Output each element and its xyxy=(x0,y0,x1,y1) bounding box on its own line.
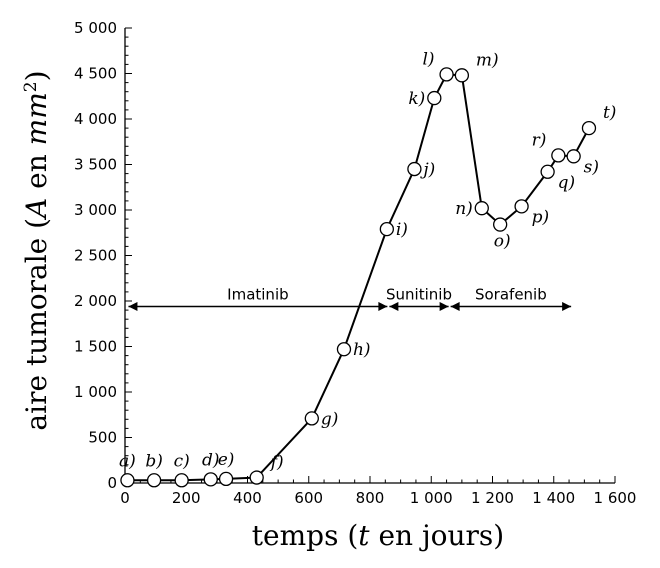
data-point xyxy=(474,201,489,216)
x-tick-label: 200 xyxy=(172,489,201,507)
y-tick-label: 3 500 xyxy=(74,156,117,174)
data-series: a) b) c) d)e) f) g) h) i) j) k) l) m) n) o) p) q) r) s) t) xyxy=(119,49,616,488)
point-label: e) xyxy=(218,450,235,470)
point-label: m) xyxy=(476,50,499,70)
point-label: g) xyxy=(321,409,339,429)
x-axis-title: temps (t en jours) xyxy=(252,519,504,552)
point-label: b) xyxy=(145,451,163,471)
therapy-label: Imatinib xyxy=(227,285,288,303)
axes: 0 500 1 000 1 500 2 000 2 500 3 000 3 500 4 000 4… xyxy=(74,19,636,507)
y-tick-label: 5 000 xyxy=(74,19,117,37)
data-point xyxy=(493,217,508,232)
data-point xyxy=(174,473,189,488)
point-label: t) xyxy=(603,103,616,123)
point-label: d) xyxy=(202,450,220,470)
point-label: a) xyxy=(119,451,136,471)
x-tick-label: 600 xyxy=(294,489,323,507)
point-label: r) xyxy=(532,130,547,150)
data-point xyxy=(427,90,442,106)
x-tick-label: 1 400 xyxy=(532,489,575,507)
axis-titles: temps (t en jours) aire tumorale (A en mm… xyxy=(20,70,504,552)
data-point xyxy=(120,473,135,488)
point-label: l) xyxy=(422,49,434,69)
point-label: k) xyxy=(408,89,425,109)
x-tick-label: 1 000 xyxy=(410,489,453,507)
point-label: j) xyxy=(419,160,435,180)
point-label: c) xyxy=(174,451,190,471)
y-tick-label: 0 xyxy=(107,474,117,492)
data-point xyxy=(581,120,597,136)
point-label: n) xyxy=(455,199,473,219)
point-label: p) xyxy=(532,207,550,227)
therapy-periods: Imatinib Sunitinib Sorafenib xyxy=(128,285,572,311)
data-point xyxy=(304,411,319,426)
data-point xyxy=(407,161,422,177)
therapy-label: Sunitinib xyxy=(386,285,452,303)
data-point xyxy=(566,149,581,164)
y-tick-label: 1 500 xyxy=(74,338,117,356)
point-label: o) xyxy=(494,232,511,252)
point-label: f) xyxy=(269,453,284,473)
x-tick-label: 800 xyxy=(356,489,385,507)
data-point xyxy=(514,199,529,214)
point-label: i) xyxy=(396,220,408,240)
data-point xyxy=(146,473,162,488)
point-label: s) xyxy=(584,157,599,177)
x-tick-label: 1 200 xyxy=(471,489,514,507)
y-tick-label: 2 000 xyxy=(74,292,117,310)
y-axis-title: aire tumorale (A en mm2) xyxy=(20,70,53,430)
therapy-label: Sorafenib xyxy=(475,285,547,303)
point-label: q) xyxy=(558,173,576,193)
y-tick-label: 4 500 xyxy=(74,65,117,83)
data-point xyxy=(540,164,555,179)
y-tick-label: 3 000 xyxy=(74,201,117,219)
data-point xyxy=(379,221,394,237)
data-point xyxy=(454,68,470,83)
y-tick-label: 1 000 xyxy=(74,383,117,401)
data-point xyxy=(336,342,352,357)
series-line xyxy=(127,73,590,482)
x-tick-label: 0 xyxy=(120,489,130,507)
data-point xyxy=(439,67,454,82)
data-point xyxy=(203,472,218,487)
x-tick-label: 1 600 xyxy=(594,489,637,507)
data-point xyxy=(218,471,234,487)
x-tick-label: 400 xyxy=(233,489,262,507)
y-tick-label: 500 xyxy=(88,429,117,447)
y-tick-label: 2 500 xyxy=(74,247,117,265)
y-tick-label: 4 000 xyxy=(74,110,117,128)
data-point xyxy=(551,148,566,163)
data-point xyxy=(249,470,264,485)
point-label: h) xyxy=(353,340,371,360)
